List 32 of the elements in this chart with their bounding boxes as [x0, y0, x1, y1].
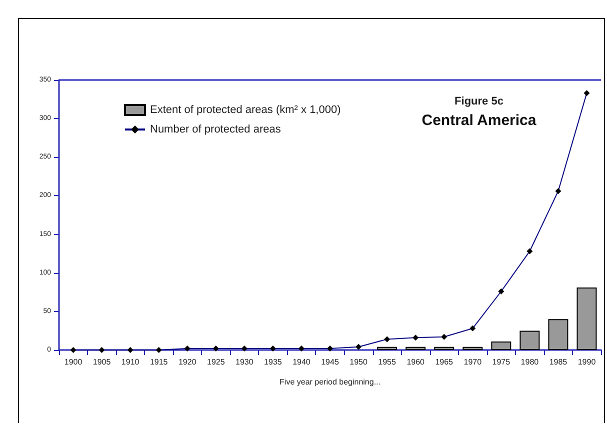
x-tick-label: 1985: [549, 358, 568, 366]
x-tick-label: 1945: [321, 358, 340, 366]
x-tick-label: 1975: [492, 358, 511, 366]
x-tick-label: 1930: [236, 358, 254, 366]
x-tick-label: 1970: [464, 358, 482, 366]
text: Figure 5c: [454, 96, 504, 108]
bar: [520, 330, 540, 350]
x-tick-label: 1960: [406, 358, 426, 366]
legend-label: Number of protected areas: [150, 124, 282, 136]
x-tick-label: 1940: [292, 358, 311, 366]
bar: [491, 342, 512, 350]
bar: [576, 288, 597, 350]
x-tick-label: 1925: [206, 358, 226, 366]
x-tick-label: 1920: [178, 358, 197, 366]
x-axis-title: Five year period beginning...: [280, 378, 380, 386]
x-tick-label: 1950: [350, 358, 368, 366]
bar: [548, 319, 568, 350]
x-tick-label: 1905: [92, 358, 112, 366]
bar: [434, 346, 454, 350]
x-tick-label: 1910: [121, 358, 140, 366]
x-tick-label: 1935: [264, 358, 282, 366]
x-tick-label: 1900: [64, 358, 83, 366]
bar: [462, 346, 483, 350]
x-tick-label: 1980: [520, 358, 540, 366]
x-tick-label: 1965: [435, 358, 454, 366]
x-tick-label: 1915: [150, 358, 168, 366]
text: Central America: [422, 112, 537, 129]
legend-label: Extent of protected areas (km² x 1,000): [150, 104, 341, 116]
bar: [406, 346, 426, 350]
x-tick-label: 1990: [578, 358, 596, 366]
x-tick-label: 1955: [378, 358, 396, 366]
bar: [377, 346, 398, 350]
